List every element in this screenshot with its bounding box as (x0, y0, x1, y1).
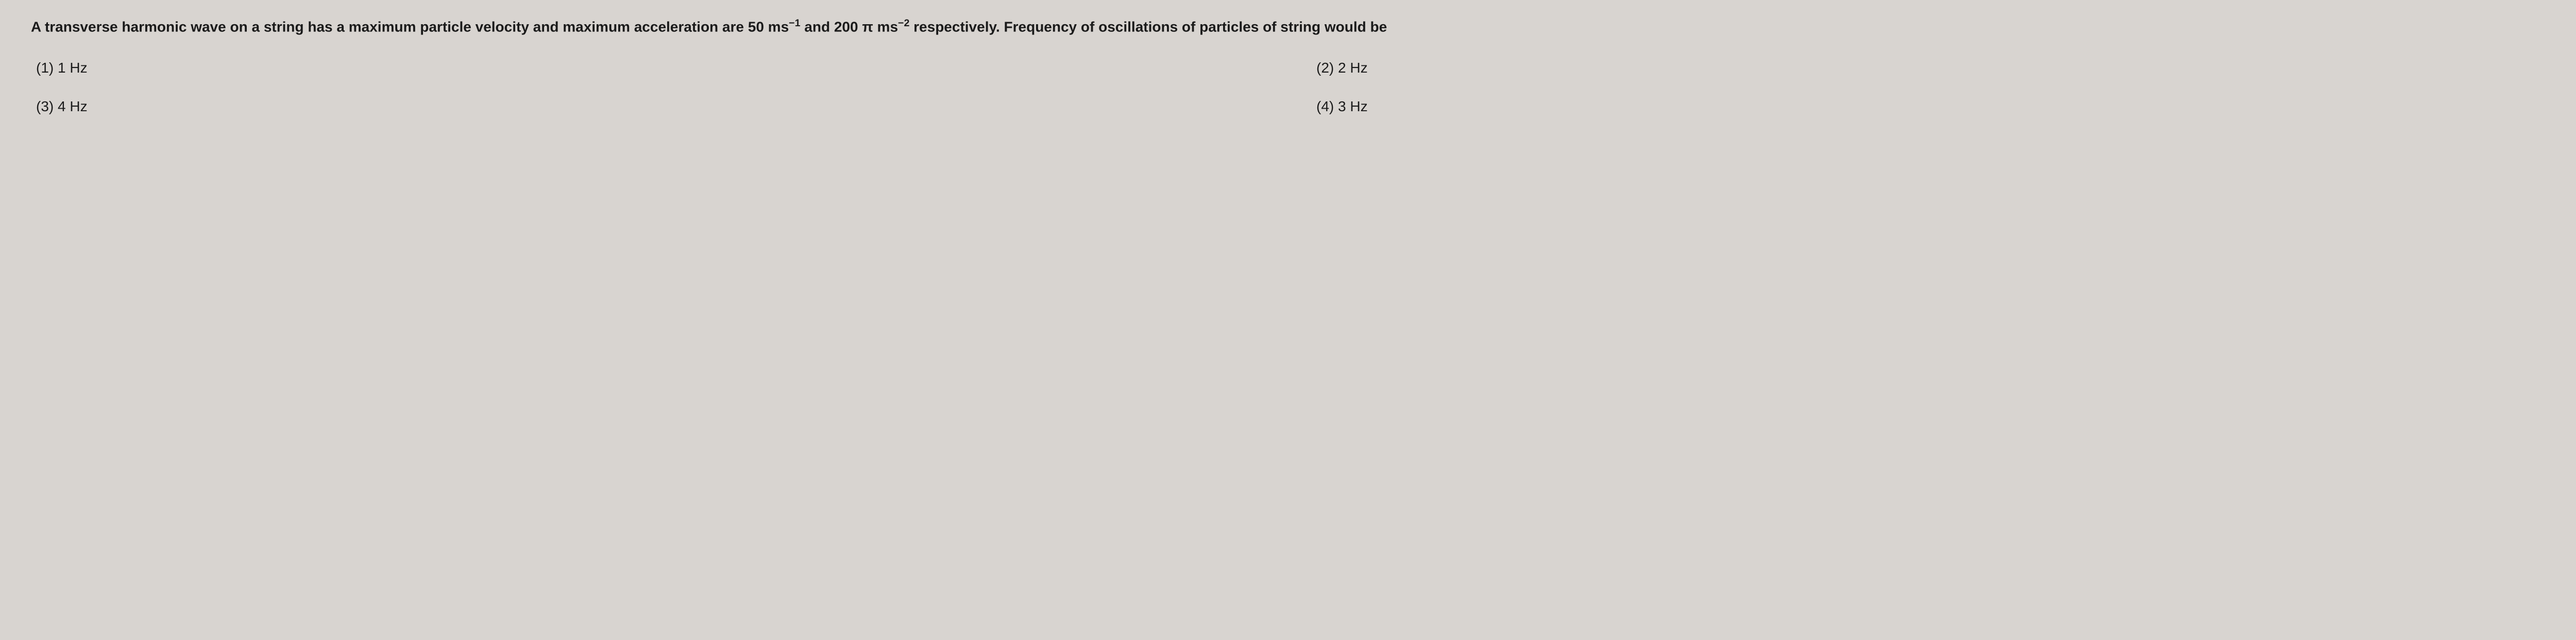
option-1[interactable]: (1) 1 Hz (36, 57, 1265, 80)
option-4[interactable]: (4) 3 Hz (1316, 95, 2545, 118)
option-2[interactable]: (2) 2 Hz (1316, 57, 2545, 80)
option-3-text: 4 Hz (58, 98, 88, 114)
option-4-text: 3 Hz (1338, 98, 1368, 114)
question-part2: and 200 π ms (801, 19, 899, 34)
option-1-label: (1) (36, 60, 54, 76)
option-4-label: (4) (1316, 98, 1334, 114)
option-1-text: 1 Hz (58, 60, 88, 76)
question-part1: A transverse harmonic wave on a string h… (31, 19, 789, 34)
option-3[interactable]: (3) 4 Hz (36, 95, 1265, 118)
question-text: A transverse harmonic wave on a string h… (31, 15, 2545, 39)
option-2-label: (2) (1316, 60, 1334, 76)
question-exp2: −2 (898, 18, 909, 29)
question-part3: respectively. Frequency of oscillations … (909, 19, 1387, 34)
question-exp1: −1 (789, 18, 800, 29)
option-2-text: 2 Hz (1338, 60, 1368, 76)
options-container: (1) 1 Hz (2) 2 Hz (3) 4 Hz (4) 3 Hz (31, 57, 2545, 118)
option-3-label: (3) (36, 98, 54, 114)
